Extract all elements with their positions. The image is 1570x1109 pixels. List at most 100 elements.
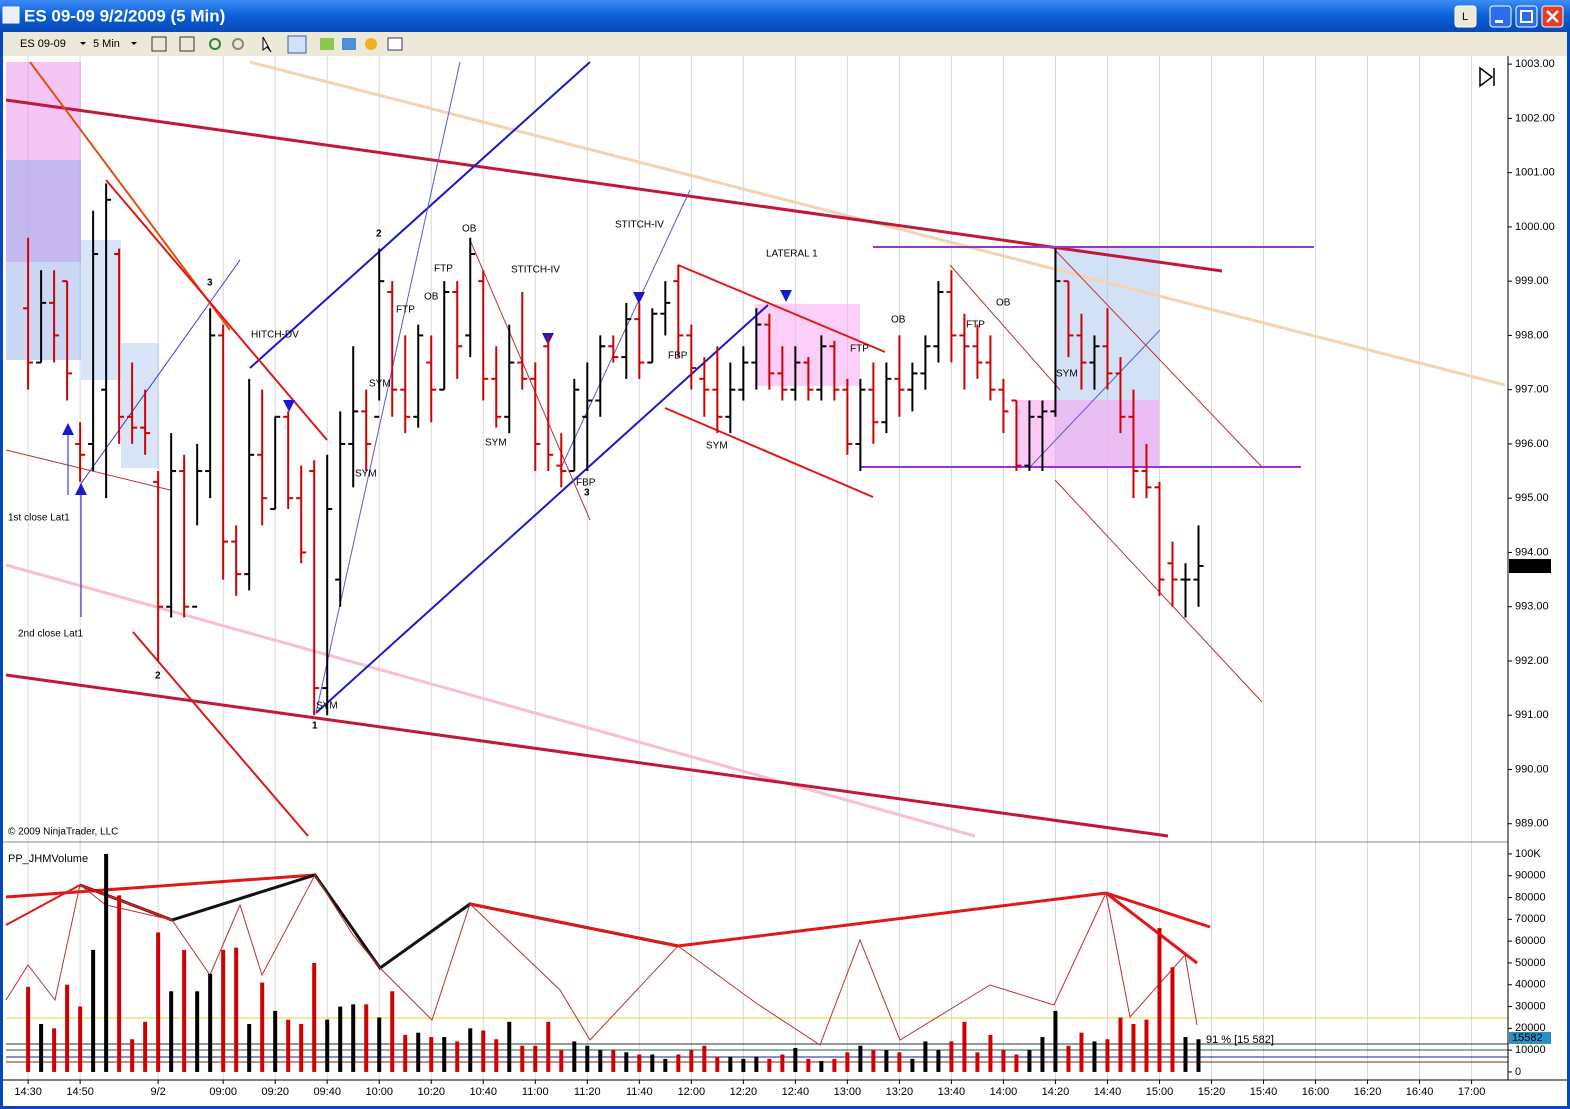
- x-tick-label: 12:00: [678, 1086, 706, 1098]
- volume-bar: [1131, 1023, 1136, 1072]
- volume-bar: [793, 1047, 798, 1072]
- volume-bar: [715, 1056, 720, 1072]
- x-tick-label: 09:00: [209, 1086, 237, 1098]
- volume-bar: [936, 1050, 941, 1072]
- annotation: SYM: [706, 441, 728, 452]
- zoom-out-button[interactable]: [232, 38, 244, 50]
- x-tick-label: 15:40: [1250, 1086, 1278, 1098]
- x-tick-label: 10:20: [417, 1086, 445, 1098]
- y-tick-label: 1003.00: [1515, 58, 1555, 70]
- x-tick-label: 10:00: [365, 1086, 393, 1098]
- y-tick-label: 70000: [1515, 913, 1546, 925]
- pointer-button[interactable]: [262, 36, 272, 53]
- volume-bar: [728, 1056, 733, 1072]
- volume-bar: [494, 1039, 499, 1072]
- trend-line: [5, 449, 171, 491]
- volume-bar: [455, 1041, 460, 1072]
- y-tick-label: 998.00: [1515, 329, 1549, 341]
- draw-button[interactable]: [179, 36, 195, 52]
- x-tick-label: 11:20: [574, 1086, 601, 1098]
- annotation: 2nd close Lat1: [18, 629, 83, 640]
- signal-arrow-head: [780, 290, 792, 302]
- volume-bar: [767, 1058, 772, 1072]
- window-title: ES 09-09 9/2/2009 (5 Min): [24, 6, 225, 25]
- minimize-button[interactable]: [1489, 5, 1512, 28]
- annotation: FBP: [576, 478, 596, 489]
- y-tick-label: 1002.00: [1515, 112, 1555, 124]
- link-button[interactable]: [1454, 5, 1477, 28]
- volume-bar: [416, 1032, 421, 1072]
- volume-bar: [741, 1058, 746, 1072]
- volume-trend: [5, 873, 316, 899]
- crosshair-button[interactable]: [287, 35, 307, 54]
- y-tick-label: 80000: [1515, 891, 1546, 903]
- volume-bar: [429, 1037, 434, 1072]
- x-tick-label: 14:20: [1042, 1086, 1070, 1098]
- y-tick-label: 20000: [1515, 1022, 1546, 1034]
- volume-bar: [1040, 1037, 1045, 1072]
- last-volume-label: 15582: [1512, 1032, 1543, 1044]
- y-tick-label: 992.00: [1515, 655, 1549, 667]
- volume-bar: [91, 949, 96, 1072]
- annotation: 2: [376, 229, 382, 240]
- close-icon: [1546, 10, 1559, 23]
- volume-bar: [442, 1037, 447, 1072]
- y-tick-label: 993.00: [1515, 601, 1549, 613]
- trend-line: [664, 407, 874, 498]
- trend-line: [132, 631, 309, 837]
- volume-bar: [299, 1023, 304, 1072]
- signal-arrow-head: [75, 483, 87, 495]
- annotation: 1st close Lat1: [8, 513, 70, 524]
- strategy-button[interactable]: [320, 38, 334, 50]
- volume-bar: [403, 1034, 408, 1072]
- last-price-label: 993.75: [1512, 560, 1546, 572]
- x-tick-label: 12:40: [782, 1086, 810, 1098]
- x-tick-label: 14:30: [14, 1086, 42, 1098]
- volume-bar: [325, 1019, 330, 1072]
- properties-button[interactable]: [387, 37, 403, 51]
- trend-line: [5, 673, 1169, 838]
- zone: [1016, 400, 1159, 468]
- volume-bar: [611, 1050, 616, 1072]
- maximize-button[interactable]: [1515, 5, 1538, 28]
- signal-arrow-head: [62, 423, 74, 435]
- volume-bar: [260, 982, 265, 1072]
- trend-line: [315, 304, 769, 714]
- x-tick-label: 11:00: [522, 1086, 549, 1098]
- annotation: FTP: [396, 305, 415, 316]
- volume-bar: [858, 1045, 863, 1072]
- annotation: SYM: [316, 701, 338, 712]
- playback-icon[interactable]: [1479, 66, 1495, 88]
- zoom-in-button[interactable]: [209, 38, 221, 50]
- volume-trend: [469, 891, 1211, 948]
- zone: [6, 160, 81, 360]
- volume-trend: [1105, 891, 1198, 965]
- bar-type-button[interactable]: [151, 36, 167, 52]
- x-tick-label: 09:40: [313, 1086, 341, 1098]
- volume-bar: [806, 1058, 811, 1072]
- annotation: 3: [207, 278, 213, 289]
- signal-arrow-head: [633, 292, 645, 304]
- y-tick-label: 994.00: [1515, 546, 1549, 558]
- dropdown-arrow: [80, 42, 86, 45]
- order-button[interactable]: [365, 38, 377, 50]
- x-tick-label: 10:40: [469, 1086, 497, 1098]
- interval-selector[interactable]: 5 Min: [93, 38, 120, 50]
- volume-bar: [507, 1021, 512, 1072]
- volume-bar: [1144, 1019, 1149, 1072]
- annotation: STITCH-IV: [615, 220, 664, 231]
- y-tick-label: 1000.00: [1515, 221, 1555, 233]
- copyright: © 2009 NinjaTrader, LLC: [8, 827, 118, 838]
- volume-bar: [897, 1052, 902, 1072]
- signal-arrow-head: [283, 400, 295, 412]
- x-tick-label: 13:00: [834, 1086, 862, 1098]
- instrument-selector[interactable]: ES 09-09: [20, 38, 66, 50]
- volume-bar: [910, 1058, 915, 1072]
- y-tick-label: 995.00: [1515, 492, 1549, 504]
- indicator-button[interactable]: [342, 38, 356, 50]
- volume-bar: [351, 1004, 356, 1072]
- volume-bar: [949, 1041, 954, 1072]
- volume-bar: [143, 1021, 148, 1072]
- volume-bar: [1196, 1039, 1201, 1072]
